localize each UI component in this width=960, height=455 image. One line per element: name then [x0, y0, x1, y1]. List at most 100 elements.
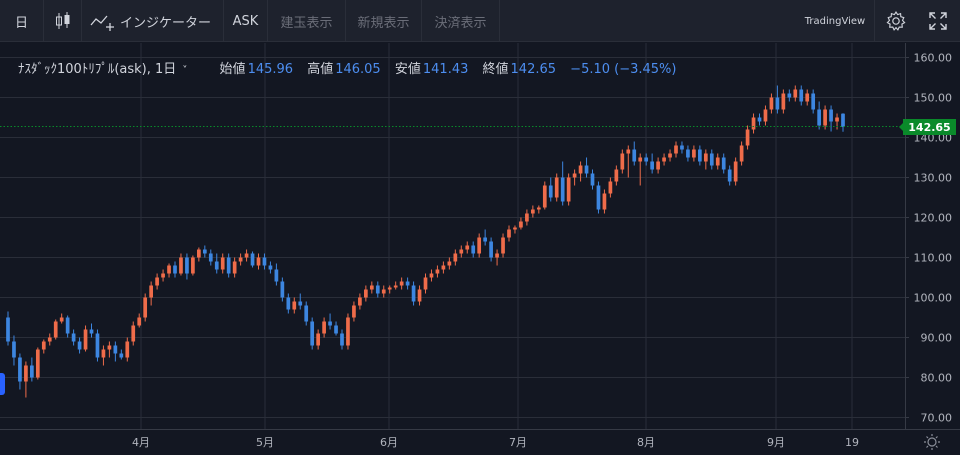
candle — [519, 217, 523, 230]
candle — [542, 181, 547, 210]
candle — [244, 249, 249, 262]
candle-body — [787, 93, 792, 98]
candle — [292, 297, 297, 314]
time-axis[interactable]: 4月 5月 6月 7月 8月 9月 19 — [132, 436, 859, 449]
candle-body — [18, 357, 22, 382]
new-order-display-button[interactable]: 新規表示 — [346, 0, 422, 42]
candle-body — [292, 301, 297, 310]
candle — [578, 161, 583, 182]
x-tick-label: 9月 — [767, 436, 785, 449]
timezone-icon[interactable] — [924, 434, 940, 450]
settings-button[interactable] — [876, 0, 916, 42]
candle-body — [77, 341, 82, 350]
candle-body — [769, 97, 774, 110]
indicators-button[interactable]: インジケーター — [82, 0, 224, 42]
high-value: 146.05 — [335, 62, 381, 77]
candle — [173, 261, 177, 278]
candle — [179, 253, 183, 276]
candle — [262, 253, 267, 270]
candle — [721, 153, 726, 174]
y-tick-label: 110.00 — [914, 252, 953, 265]
candle — [644, 153, 649, 166]
grid — [0, 43, 905, 429]
price-chart[interactable]: 160.00150.00140.00130.00120.00110.00100.… — [0, 43, 960, 455]
candle-body — [841, 113, 845, 127]
candle-body — [596, 185, 601, 210]
candle-body — [202, 249, 207, 254]
position-display-button[interactable]: 建玉表示 — [268, 0, 346, 42]
candle — [214, 253, 219, 274]
candle-body — [35, 349, 40, 378]
candle-body — [507, 229, 511, 238]
candle-body — [602, 193, 607, 210]
interval-label: 日 — [14, 15, 28, 31]
candle-body — [495, 253, 499, 258]
x-tick-label: 4月 — [132, 436, 150, 449]
indicators-label: インジケーター — [120, 15, 212, 31]
price-axis[interactable]: 160.00150.00140.00130.00120.00110.00100.… — [905, 52, 952, 425]
y-tick-label: 70.00 — [921, 412, 953, 425]
chart-type-button[interactable] — [44, 0, 82, 42]
candle — [715, 153, 720, 170]
candle — [286, 293, 291, 314]
candle-body — [775, 97, 780, 110]
candle-body — [590, 173, 595, 186]
candle-body — [375, 285, 380, 294]
tradingview-brand[interactable]: TradingView — [790, 0, 880, 42]
settlement-display-button[interactable]: 決済表示 — [422, 0, 500, 42]
candle-body — [161, 273, 165, 278]
candle-body — [24, 365, 28, 382]
candle — [608, 177, 613, 198]
fullscreen-icon — [929, 12, 947, 30]
candle — [531, 205, 535, 218]
ask-button[interactable]: ASK — [224, 0, 268, 42]
indicator-icon — [90, 15, 114, 31]
candle — [453, 249, 458, 266]
candle — [375, 281, 380, 298]
candle-body — [262, 257, 267, 266]
gear-icon — [886, 10, 906, 31]
candle-body — [232, 261, 237, 274]
open-value: 145.96 — [247, 62, 294, 77]
candle — [41, 339, 46, 354]
brand-label: TradingView — [804, 15, 866, 27]
candle — [95, 329, 100, 362]
chevron-down-icon[interactable]: ˅ — [182, 65, 188, 76]
candle — [507, 225, 511, 242]
candle-body — [185, 257, 189, 274]
candle — [59, 313, 64, 324]
candle — [554, 173, 559, 202]
candle — [423, 273, 428, 294]
candle — [829, 105, 833, 132]
candle — [143, 293, 148, 322]
candle-body — [638, 157, 643, 162]
candle-body — [167, 265, 171, 274]
candle — [316, 329, 320, 350]
candle-body — [489, 241, 493, 258]
candle — [65, 315, 70, 338]
candle-body — [548, 185, 553, 198]
candle — [536, 205, 541, 214]
candle-body — [823, 109, 827, 126]
candle-body — [835, 117, 839, 122]
scroll-handle[interactable] — [0, 373, 5, 395]
candle — [393, 281, 398, 290]
candle-body — [12, 341, 16, 358]
candle-body — [155, 277, 159, 286]
candle-body — [644, 157, 649, 162]
candle-body — [119, 353, 124, 358]
candle-body — [531, 209, 535, 214]
interval-button[interactable]: 日 — [0, 0, 44, 42]
candle — [119, 349, 124, 360]
candle — [727, 165, 732, 186]
candle — [596, 181, 601, 214]
candles — [6, 85, 845, 398]
candle-body — [53, 321, 58, 338]
candle-body — [525, 213, 529, 222]
candle-body — [411, 285, 416, 302]
symbol-title[interactable]: ﾅｽﾀﾞｯｸ100ﾄﾘﾌﾟﾙ(ask), 1日 — [18, 62, 177, 77]
candle — [328, 313, 332, 330]
candle-body — [811, 93, 816, 110]
candle — [817, 101, 821, 130]
fullscreen-button[interactable] — [916, 0, 960, 42]
